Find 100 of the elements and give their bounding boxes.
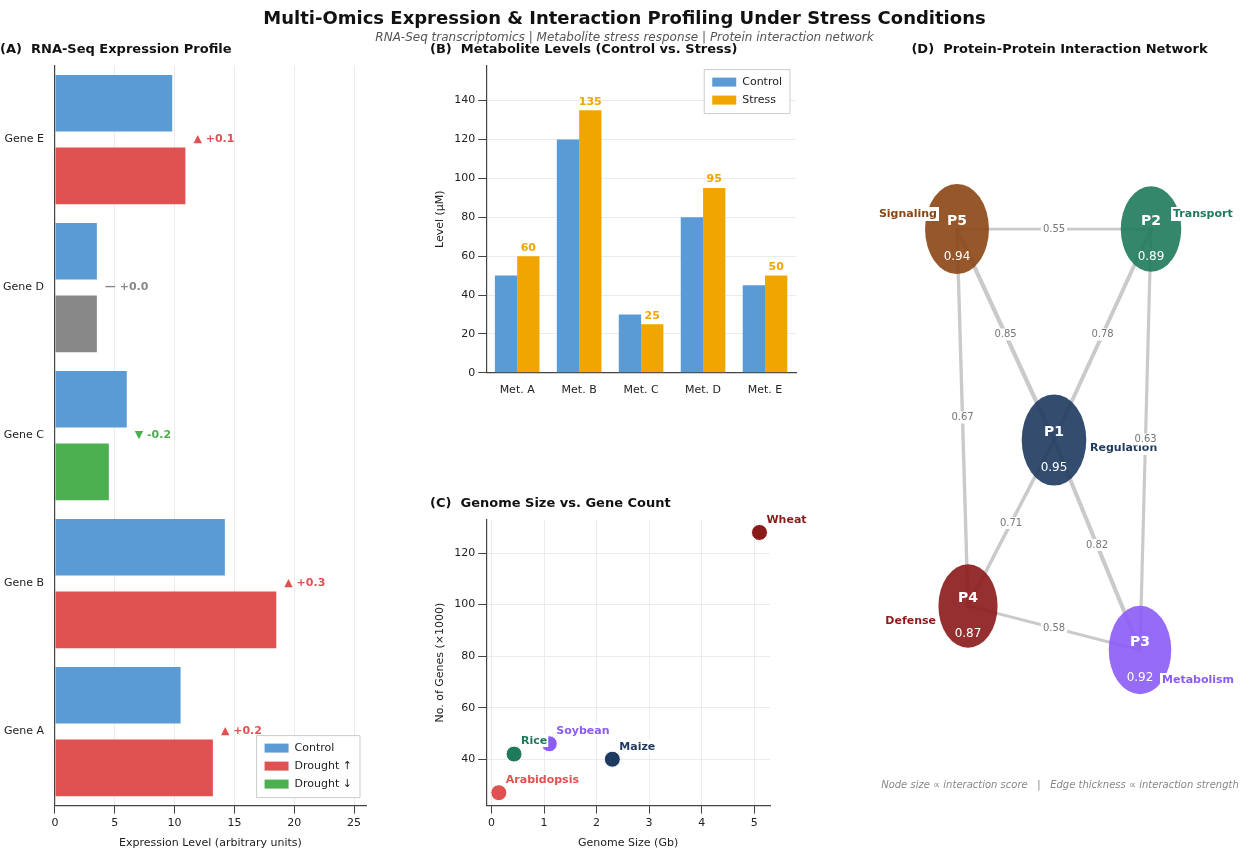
bar: [55, 75, 173, 132]
x-tick-label: 0: [487, 816, 495, 830]
bar: [703, 188, 726, 373]
point: [750, 523, 768, 541]
bar: [579, 110, 602, 373]
annotation: ▲ +0.2: [220, 724, 262, 738]
x-tick-label: 15: [227, 816, 242, 830]
y-tick-label: Gene C: [3, 428, 45, 442]
chart-title: (C) Genome Size vs. Gene Count: [430, 495, 671, 511]
legend-label: Control: [742, 75, 782, 89]
y-tick-label: 100: [454, 171, 476, 185]
x-axis-title: Expression Level (arbitrary units): [119, 836, 302, 850]
y-tick-label: 80: [461, 210, 476, 224]
data-label: 50: [768, 259, 785, 273]
text: Signaling: [878, 206, 937, 220]
text: 0.55: [1042, 222, 1066, 234]
y-tick-label: 0: [468, 365, 476, 379]
x-axis-title: Genome Size (Gb): [578, 836, 679, 850]
legend-label: Drought ↓: [294, 777, 352, 791]
y-axis-title: No. of Genes (×1000): [433, 602, 447, 723]
bar: [556, 139, 580, 373]
y-tick-label: 20: [461, 326, 476, 340]
x-tick-label: 5: [111, 816, 119, 830]
data-label: 0.92: [1126, 670, 1154, 685]
data-label: 0.94: [943, 249, 971, 264]
text: Metabolism: [1162, 672, 1235, 686]
category-label: P4: [957, 588, 979, 605]
x-tick-label: 2: [593, 816, 601, 830]
y-tick-label: 120: [454, 545, 476, 559]
data-label: 95: [706, 172, 722, 186]
legend-label: Control: [294, 741, 335, 755]
x-tick-label: 10: [167, 816, 182, 830]
data-label: 135: [578, 94, 602, 108]
x-tick-label: Met. B: [561, 383, 597, 397]
annotation: ▲ +0.1: [193, 132, 235, 146]
y-tick-label: Gene B: [3, 576, 44, 590]
text: Transport: [1173, 206, 1233, 220]
bar: [55, 147, 186, 205]
y-tick-label: 140: [454, 93, 476, 107]
point: [603, 750, 621, 768]
x-tick-label: 3: [645, 816, 653, 830]
text: (D) Protein-Protein Interaction Network: [911, 41, 1208, 57]
text: 0.71: [999, 516, 1023, 528]
y-tick-label: 100: [454, 597, 476, 611]
y-axis-title: Level (µM): [433, 190, 447, 248]
category-label: P2: [1140, 211, 1162, 228]
bar: [494, 275, 518, 373]
y-tick-label: 60: [461, 249, 476, 262]
x-tick-label: Met. E: [747, 383, 783, 397]
y-tick-label: 60: [461, 700, 476, 714]
y-tick-label: 80: [461, 649, 476, 663]
x-tick-label: 20: [287, 816, 302, 830]
bar: [55, 223, 97, 280]
x-tick-label: Met. A: [499, 383, 536, 397]
text: 0.58: [1042, 621, 1066, 633]
y-tick-label: Gene D: [3, 280, 44, 294]
x-tick-label: Met. C: [623, 383, 660, 397]
annotation: Rice: [521, 734, 548, 748]
data-label: 0.89: [1137, 249, 1165, 264]
bar: [55, 295, 97, 353]
legend-label: Stress: [742, 93, 777, 107]
text: 0.63: [1134, 433, 1157, 445]
text: 0.82: [1085, 538, 1109, 550]
annotation: ▲ +0.3: [284, 576, 326, 590]
data-label: 60: [520, 240, 537, 254]
y-tick-label: Gene A: [3, 724, 45, 738]
bar: [55, 443, 109, 501]
chart-title: (A) RNA-Seq Expression Profile: [0, 41, 232, 57]
legend-label: Drought ↑: [294, 759, 352, 773]
category-label: P1: [1043, 422, 1065, 439]
annotation: ▼ -0.2: [134, 428, 172, 442]
annotation: Wheat: [766, 512, 807, 526]
x-tick-label: 0: [51, 816, 59, 830]
text: Defense: [885, 613, 936, 627]
bar: [517, 256, 540, 373]
bar: [641, 324, 664, 373]
annotation: Maize: [619, 739, 656, 753]
text: Multi-Omics Expression & Interaction Profiling Under Stress Conditions: [262, 7, 987, 28]
point: [505, 745, 523, 763]
text: Node size ∝ interaction score | Edge thickness ∝ interaction strength: [881, 778, 1239, 791]
data-label: 25: [644, 308, 660, 322]
x-tick-label: 25: [347, 816, 362, 830]
category-label: P5: [946, 211, 968, 228]
y-tick-label: 120: [454, 132, 476, 146]
x-tick-label: 5: [750, 816, 758, 830]
y-tick-label: Gene E: [4, 132, 45, 146]
data-label: 0.87: [954, 626, 982, 641]
x-tick-label: 1: [540, 816, 548, 830]
bar: [55, 667, 181, 724]
point: [490, 784, 508, 802]
x-tick-label: 4: [698, 816, 706, 830]
text: RNA-Seq transcriptomics | Metabolite stress response | Protein interaction network: [375, 30, 874, 44]
category-label: P3: [1129, 632, 1151, 649]
bar: [765, 275, 788, 373]
annotation: Arabidopsis: [505, 773, 580, 787]
bar: [618, 314, 642, 373]
annotation: — +0.0: [104, 280, 149, 294]
text: 0.78: [1091, 328, 1114, 340]
y-tick-label: 40: [461, 752, 476, 766]
text: 0.85: [994, 328, 1017, 340]
